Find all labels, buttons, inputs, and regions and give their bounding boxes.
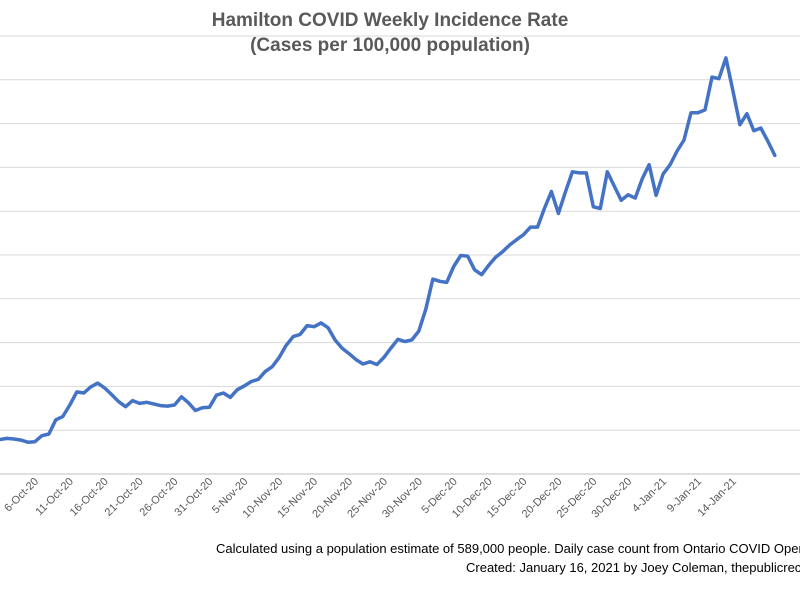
chart-title: Hamilton COVID Weekly Incidence Rate (211, 10, 569, 31)
gridlines (0, 35, 800, 475)
series-layer (0, 56, 777, 444)
caption-data-source: Calculated using a population estimate o… (216, 541, 800, 556)
caption-created-by: Created: January 16, 2021 by Joey Colema… (466, 560, 800, 575)
x-tick-label: 31-Oct-20 (172, 476, 215, 519)
chart-subtitle: (Cases per 100,000 population) (250, 35, 530, 56)
x-tick-label: 4-Jan-21 (630, 476, 669, 515)
x-axis-ticks: 6-Oct-2011-Oct-2016-Oct-2021-Oct-2026-Oc… (2, 476, 739, 521)
series-line (0, 56, 777, 444)
chart-title-block: Hamilton COVID Weekly Incidence Rate (Ca… (0, 8, 780, 58)
